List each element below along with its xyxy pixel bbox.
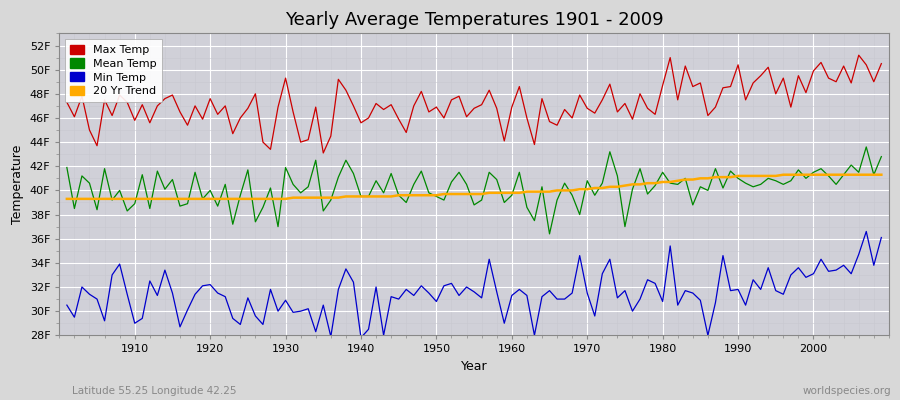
Title: Yearly Average Temperatures 1901 - 2009: Yearly Average Temperatures 1901 - 2009 xyxy=(284,11,663,29)
Text: worldspecies.org: worldspecies.org xyxy=(803,386,891,396)
Legend: Max Temp, Mean Temp, Min Temp, 20 Yr Trend: Max Temp, Mean Temp, Min Temp, 20 Yr Tre… xyxy=(65,39,162,102)
Text: Latitude 55.25 Longitude 42.25: Latitude 55.25 Longitude 42.25 xyxy=(72,386,237,396)
Y-axis label: Temperature: Temperature xyxy=(11,145,24,224)
X-axis label: Year: Year xyxy=(461,360,488,373)
